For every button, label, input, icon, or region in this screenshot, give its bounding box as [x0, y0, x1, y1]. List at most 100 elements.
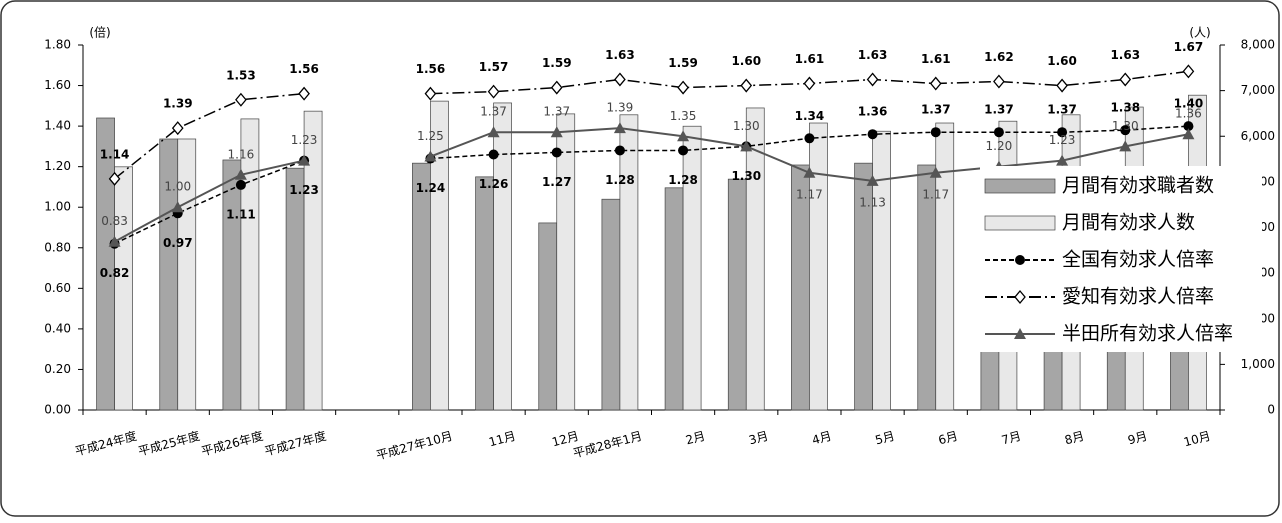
marker [487, 84, 500, 99]
data-label: 1.57 [479, 60, 509, 74]
x-tick-label: 4月 [811, 429, 834, 448]
marker [929, 76, 942, 91]
marker [993, 127, 1004, 138]
marker [740, 140, 753, 152]
data-label: 1.16 [228, 147, 255, 161]
marker [1182, 64, 1195, 79]
data-label: 1.53 [226, 68, 256, 82]
bar [538, 222, 558, 411]
bar [872, 130, 891, 411]
data-label: 1.34 [795, 109, 825, 123]
legend-label: 月間有効求職者数 [1062, 175, 1214, 197]
data-label: 1.39 [163, 97, 193, 111]
data-label: 1.26 [479, 177, 509, 191]
data-label: 1.13 [859, 195, 886, 209]
bar [682, 125, 702, 411]
data-label: 1.59 [542, 56, 572, 70]
y-tick-label: 0.20 [44, 362, 71, 376]
x-tick-label: 7月 [1000, 429, 1023, 448]
y-tick-label: 1.00 [44, 200, 71, 214]
legend-label: 半田所有効求人倍率 [1062, 323, 1233, 345]
y-unit: (倍) [89, 25, 110, 40]
bar [222, 159, 242, 411]
legend-swatch [984, 215, 1056, 231]
marker [866, 72, 879, 87]
data-label: 1.62 [984, 50, 1014, 64]
y2-unit: (人) [1189, 26, 1210, 40]
bar [745, 107, 765, 411]
data-label: 1.38 [1110, 101, 1140, 115]
data-label: 1.37 [1047, 103, 1077, 117]
data-label: 1.40 [1174, 97, 1204, 111]
marker [550, 80, 563, 95]
y-tick-label: 0.60 [44, 281, 71, 295]
data-label: 1.20 [986, 139, 1013, 153]
y2-tick-label: 1,000 [1241, 357, 1275, 371]
legend-swatch [984, 178, 1056, 194]
data-label: 0.83 [101, 214, 128, 228]
data-label: 1.23 [289, 183, 319, 197]
marker [424, 150, 437, 162]
marker [803, 76, 816, 91]
data-label: 1.11 [226, 207, 256, 221]
marker [677, 80, 689, 95]
data-label: 1.25 [417, 129, 444, 143]
data-label: 1.63 [1110, 48, 1140, 62]
data-label: 1.67 [1174, 40, 1204, 54]
data-label: 1.56 [416, 62, 446, 76]
marker [298, 86, 310, 101]
bar [917, 164, 937, 411]
bar [114, 166, 133, 411]
data-label: 1.36 [858, 105, 888, 119]
marker [614, 72, 626, 87]
legend-label: 月間有効求人数 [1062, 212, 1195, 234]
bar [412, 162, 431, 411]
y-tick-label: 0.40 [44, 321, 71, 335]
marker [1119, 140, 1132, 152]
y-tick-label: 1.40 [44, 119, 71, 133]
marker [424, 86, 437, 101]
marker [1056, 78, 1068, 93]
data-label: 1.59 [668, 56, 698, 70]
x-tick-label: 12月 [550, 429, 580, 450]
legend-marker [1014, 328, 1026, 339]
data-label: 1.17 [922, 187, 949, 201]
bar [935, 122, 955, 411]
data-label: 1.60 [731, 54, 761, 68]
marker [803, 166, 816, 178]
x-tick-label: 8月 [1063, 429, 1086, 448]
marker [866, 174, 879, 186]
data-label: 1.00 [164, 180, 191, 194]
bar [96, 117, 115, 411]
data-label: 1.30 [731, 169, 761, 183]
bar [556, 113, 576, 411]
marker [867, 129, 878, 140]
marker [171, 121, 184, 136]
legend-marker [1014, 289, 1026, 305]
data-label: 0.97 [163, 236, 193, 250]
data-label: 1.39 [607, 101, 634, 115]
legend-marker [1015, 255, 1025, 265]
data-label: 1.36 [1175, 107, 1202, 121]
data-label: 1.37 [984, 103, 1014, 117]
marker [1183, 121, 1194, 132]
data-label: 1.60 [1047, 54, 1077, 68]
bar [809, 122, 828, 411]
data-label: 1.23 [1049, 133, 1076, 147]
bar [664, 187, 684, 411]
y2-tick-label: 6,000 [1241, 129, 1275, 143]
data-label: 1.28 [605, 173, 635, 187]
data-label: 1.28 [668, 173, 698, 187]
marker [1182, 128, 1195, 140]
x-tick-label: 6月 [937, 429, 960, 448]
marker [550, 126, 563, 138]
data-label: 1.63 [605, 48, 635, 62]
marker [613, 122, 626, 134]
marker [171, 201, 184, 213]
data-label: 1.24 [416, 181, 446, 195]
data-label: 1.63 [858, 48, 888, 62]
y2-tick-label: 8,000 [1241, 38, 1275, 52]
marker [804, 133, 815, 144]
marker [614, 145, 625, 156]
data-label: 1.35 [670, 109, 697, 123]
